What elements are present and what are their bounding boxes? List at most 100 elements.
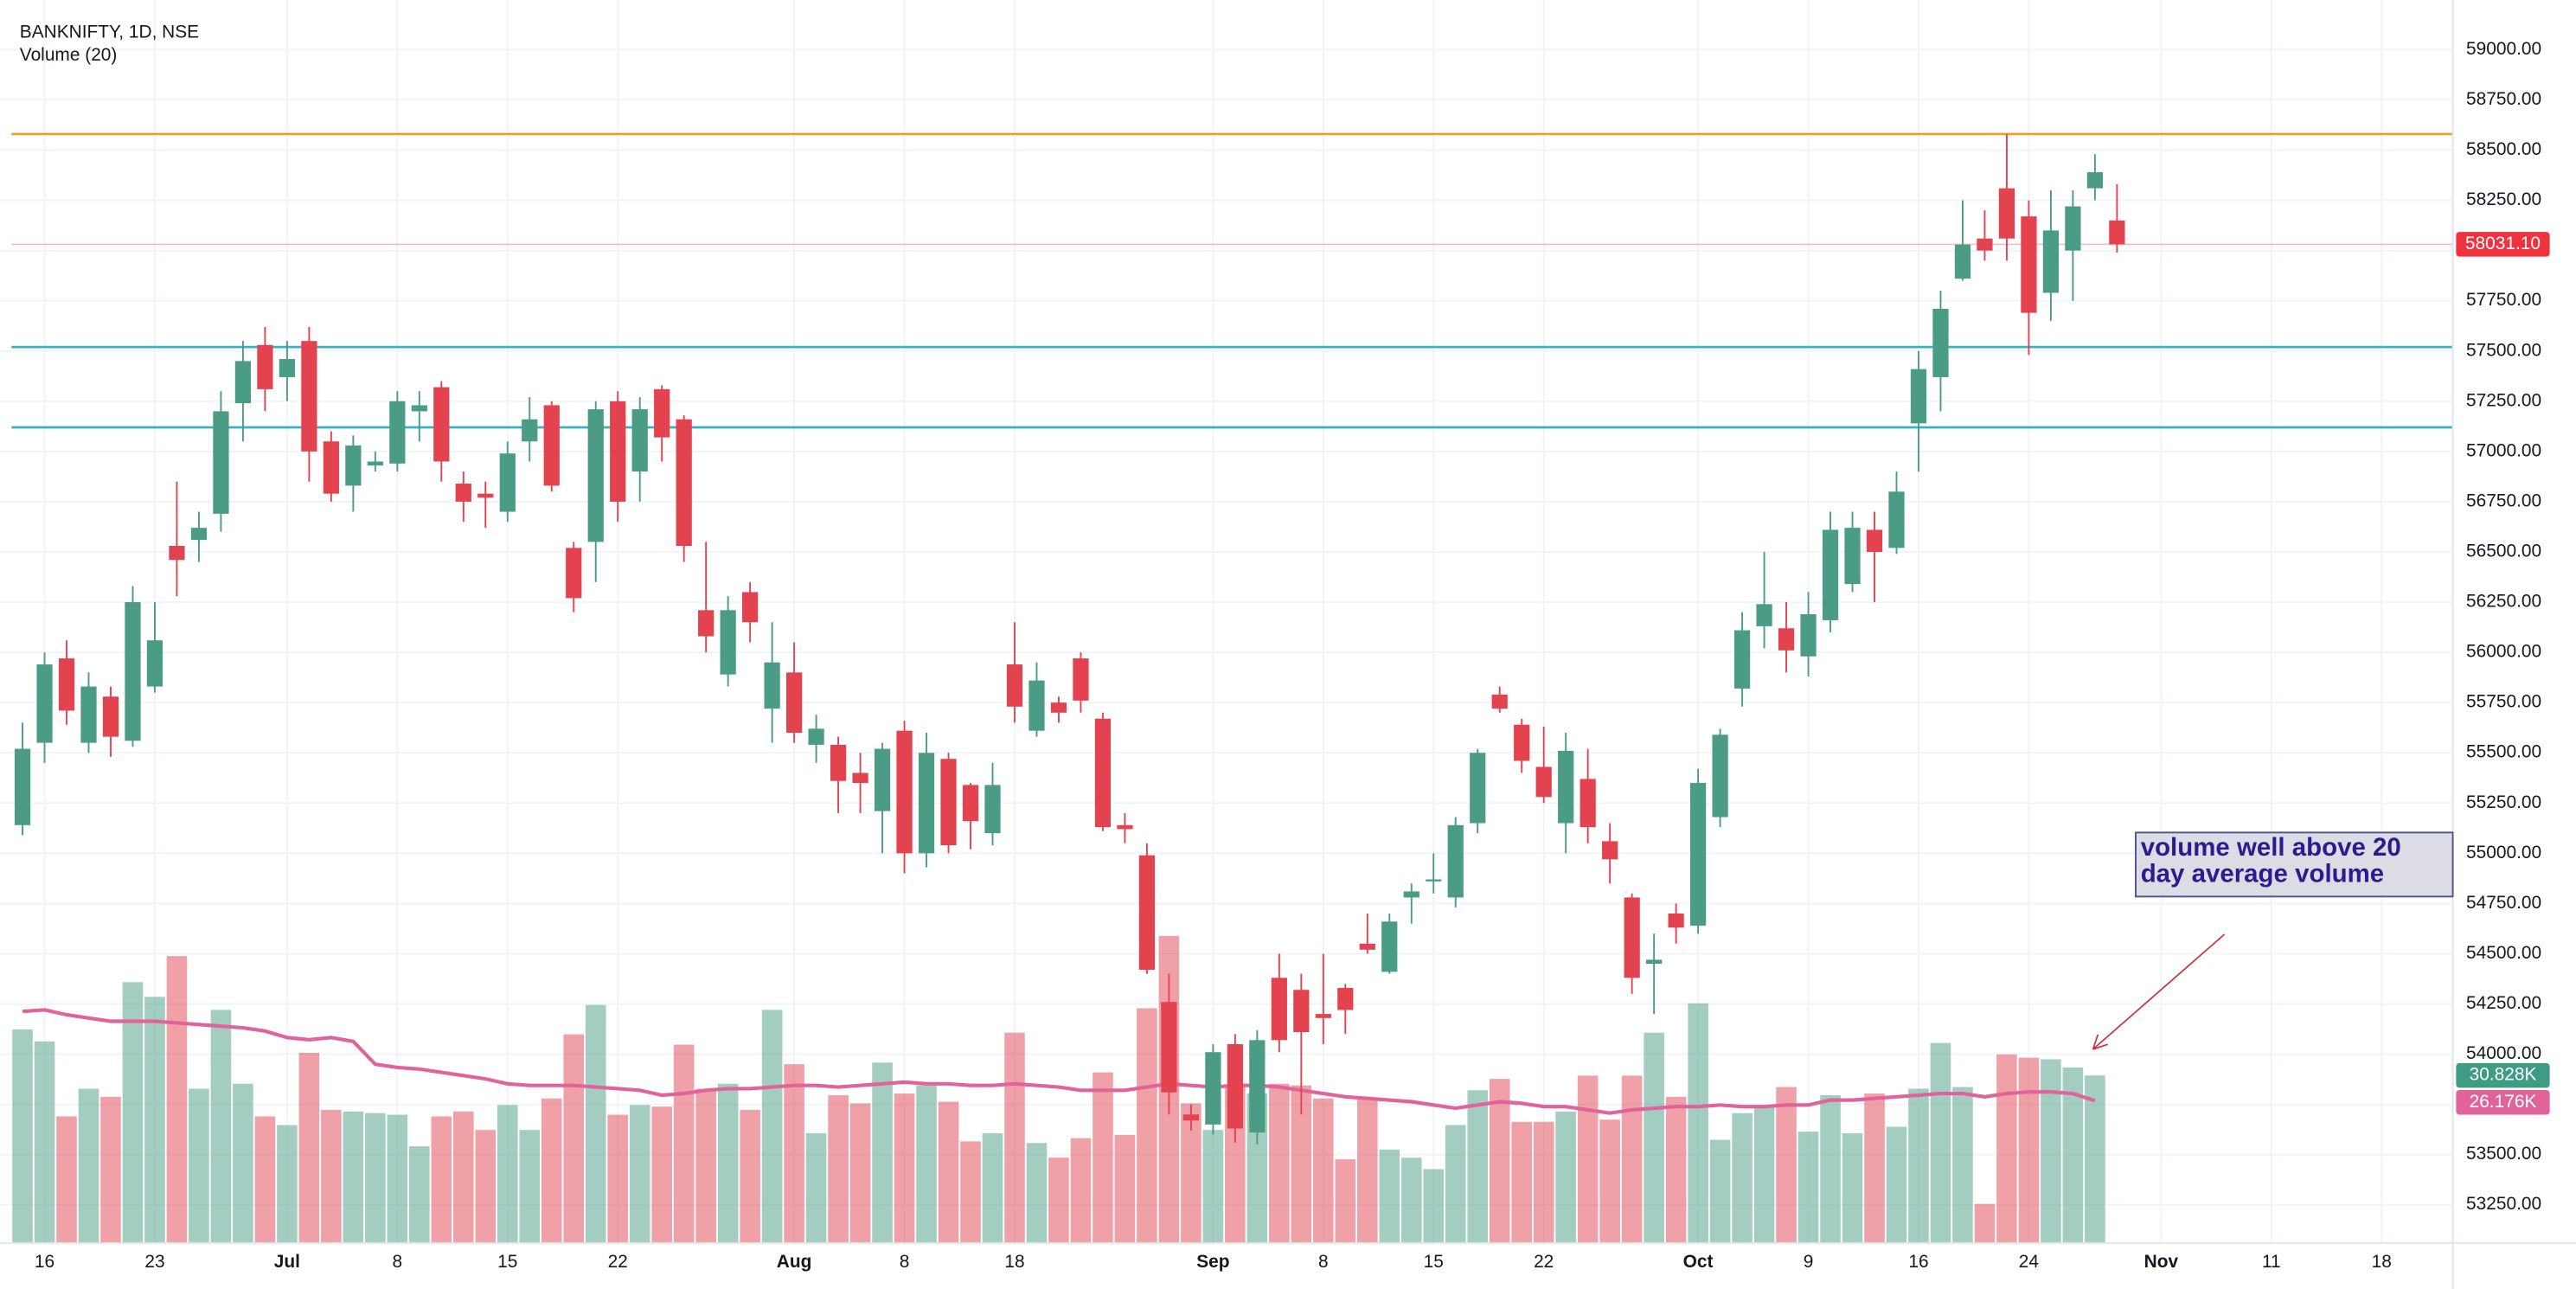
y-tick-label: 56750.00 (2466, 491, 2541, 510)
candle-body (234, 361, 252, 404)
candle-body (1182, 1114, 1200, 1121)
volume-bar (1952, 1087, 1973, 1243)
candle-body (1337, 987, 1354, 1010)
candle-body (367, 461, 383, 466)
volume-bar (1467, 1090, 1489, 1243)
x-tick-label: Aug (777, 1252, 812, 1272)
y-tick-label: 58250.00 (2466, 189, 2541, 209)
volume-bar (1577, 1075, 1599, 1243)
y-tick-label: 54750.00 (2466, 893, 2541, 913)
candle-body (764, 662, 780, 709)
candle-body (1932, 308, 1949, 377)
volume-bar (1644, 1032, 1664, 1243)
volume-bar (1291, 1085, 1312, 1243)
candle-body (1910, 369, 1927, 424)
candle-body (433, 387, 450, 462)
volume-bar (166, 956, 188, 1243)
candle-body (874, 748, 891, 811)
y-tick-label: 54250.00 (2466, 993, 2541, 1013)
x-tick-label: 8 (900, 1252, 910, 1272)
volume-bar (34, 1041, 55, 1243)
candle-body (257, 344, 273, 389)
volume-bar (497, 1105, 518, 1243)
volume-bar (849, 1103, 871, 1243)
candle-body (543, 405, 560, 486)
volume-bar (1797, 1132, 1819, 1243)
volume-bar (2041, 1059, 2061, 1243)
candle-body (522, 419, 538, 442)
volume-bar (1842, 1132, 1863, 1243)
candle-body (14, 748, 31, 825)
volume-bar (1864, 1093, 1885, 1243)
candle-body (1050, 702, 1067, 713)
y-tick-label: 57250.00 (2466, 390, 2541, 410)
volume-bar (1820, 1094, 1841, 1243)
y-tick-label: 55000.00 (2466, 843, 2541, 863)
volume-bar (387, 1114, 408, 1243)
candle-body (896, 730, 913, 854)
volume-bar (740, 1109, 760, 1243)
candle-body (1580, 779, 1596, 828)
candle-body (1977, 238, 1993, 251)
candle-body (2065, 206, 2081, 251)
y-tick-label: 54500.00 (2466, 943, 2541, 963)
volume-bar (78, 1088, 99, 1243)
volume-bar (1445, 1125, 1466, 1243)
candle-body (918, 753, 935, 854)
volume-bar (1335, 1159, 1356, 1243)
candle-body (587, 409, 604, 542)
x-tick-label: 16 (35, 1252, 54, 1272)
volume-bar (1621, 1075, 1643, 1243)
x-tick-label: 15 (497, 1252, 517, 1272)
candle-body (1756, 604, 1772, 626)
volume-bar (1511, 1121, 1532, 1243)
volume-bar (541, 1098, 562, 1243)
volume-bar (1026, 1143, 1048, 1243)
volume-bar (1930, 1042, 1951, 1243)
candle-body (1998, 188, 2015, 239)
candle-body (1227, 1043, 1243, 1129)
x-tick-label: 22 (608, 1252, 628, 1272)
volume-bar (1776, 1087, 1797, 1243)
volume-bar (1665, 1096, 1687, 1243)
volume-bar (277, 1125, 298, 1243)
volume-bar (673, 1044, 695, 1243)
candle-body (279, 359, 296, 377)
volume-bar (144, 997, 165, 1243)
annotation-text: volume well above 20 day average volume (2140, 834, 2401, 888)
volume-bar (343, 1111, 364, 1243)
candle-body (1359, 943, 1375, 950)
y-tick-label: 59000.00 (2466, 39, 2541, 59)
candle-body (984, 785, 1001, 834)
volume-bar (1974, 1203, 1996, 1243)
volume-bar (1489, 1079, 1510, 1243)
volume-bar (1356, 1098, 1378, 1243)
volume-last-label-box (2456, 1062, 2550, 1088)
volume-bar (1269, 1083, 1290, 1243)
volume-bar (210, 1010, 232, 1243)
candle-body (1403, 891, 1419, 898)
y-tick-label: 57500.00 (2466, 340, 2541, 360)
candle-body (654, 388, 670, 438)
volume-bar (475, 1130, 497, 1243)
y-tick-label: 57750.00 (2466, 290, 2541, 310)
y-tick-label: 53500.00 (2466, 1144, 2541, 1164)
volume-bar (1709, 1139, 1731, 1243)
volume-bar (585, 1004, 606, 1243)
candle-body (36, 664, 53, 743)
volume-last-label: 30.828K (2470, 1065, 2537, 1085)
candle-body (58, 658, 75, 711)
last-price-label: 58031.10 (2465, 234, 2541, 253)
y-tick-label: 58750.00 (2466, 89, 2541, 109)
candle-body (1624, 897, 1640, 978)
candle-body (1954, 244, 1971, 279)
candle-body (940, 759, 957, 846)
candle-body (146, 640, 163, 687)
y-tick-label: 54000.00 (2466, 1043, 2541, 1063)
candle-body (808, 728, 824, 745)
y-tick-label: 58500.00 (2466, 139, 2541, 159)
x-tick-label: Nov (2144, 1252, 2179, 1272)
volume-ma-last-label-box (2456, 1090, 2550, 1115)
candle-body (698, 610, 714, 637)
candle-body (610, 401, 626, 502)
